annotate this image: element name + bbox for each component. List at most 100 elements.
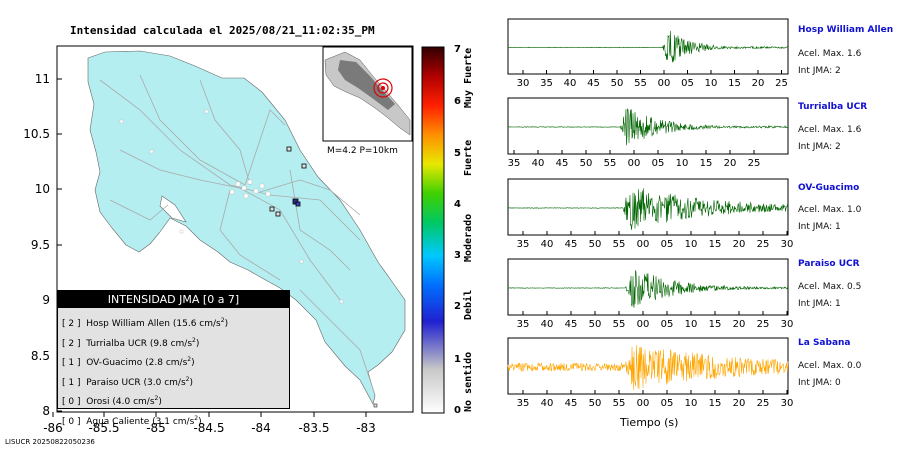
time-tick-label: 40 [541,398,554,409]
legend-row: [ 1 ] Paraiso UCR (3.0 cm/s2) [62,375,193,388]
time-tick-label: 35 [540,78,553,89]
time-tick-label: 45 [565,239,578,250]
intensity-legend: INTENSIDAD JMA [0 a 7] [ 2 ] Hosp Willia… [57,290,290,427]
station-marker [295,201,301,207]
time-tick-label: 35 [517,319,530,330]
time-tick-label: 50 [611,78,624,89]
data-credit: LISUCR 20250822050236 [5,438,95,446]
time-tick-label: 10 [685,239,698,250]
lon-tick-label: -84 [251,421,271,435]
station-marker [292,198,299,205]
time-tick-label: 15 [709,319,722,330]
seismogram-panel: 30 35 40 45 50 55 00 05 10 15 20 25 35 40 45 50 55 00 05 10… [507,18,794,409]
time-tick-label: 55 [634,78,647,89]
station-info: Acel. Max. 1.0 Int JMA: 1 [798,205,862,232]
colorbar-level: 1 [454,354,461,365]
legend-row: [ 2 ] Turrialba UCR (9.8 cm/s2) [62,336,200,349]
seismogram-trace-1: 30 35 40 45 50 55 00 05 10 15 20 25 [507,18,789,89]
time-tick-label: 10 [685,398,698,409]
station-info: Acel. Max. 1.6 Int JMA: 2 [798,125,862,152]
colorbar-level: 3 [454,250,461,261]
time-tick-label: 20 [733,398,746,409]
time-tick-label: 25 [757,319,770,330]
lon-tick-labels: -86 -85.5 -85 -84.5 -84 -83.5 -83 [43,421,376,435]
time-tick-label: 50 [589,398,602,409]
time-tick-label: 30 [781,319,794,330]
time-tick-label: 00 [637,398,650,409]
time-tick-label: 15 [709,239,722,250]
time-tick-label: 35 [517,398,530,409]
time-tick-label: 20 [724,158,737,169]
lat-tick-label: 9.5 [31,238,50,252]
colorbar-level: 0 [454,405,461,416]
time-tick-label: 00 [628,158,641,169]
time-tick-label: 40 [532,158,545,169]
time-tick-label: 45 [587,78,600,89]
colorbar-category: Fuerte [463,139,474,176]
time-tick-label: 25 [775,78,788,89]
time-tick-label: 45 [565,398,578,409]
lat-tick-label: 10 [35,182,50,196]
time-tick-label: 00 [658,78,671,89]
road-network [99,74,376,396]
time-tick-label: 10 [676,158,689,169]
time-tick-label: 40 [541,239,554,250]
time-tick-label: 05 [661,398,674,409]
lat-tick-label: 10.5 [23,127,50,141]
station-marker [286,146,292,152]
time-tick-label: 20 [733,319,746,330]
colorbar-level: 6 [454,96,461,107]
time-tick-label: 05 [661,319,674,330]
time-tick-label: 05 [652,158,665,169]
time-tick-label: 25 [748,158,761,169]
colorbar-category: Muy Fuerte [463,47,474,108]
location-inset: M=4.2 P=10km [322,46,413,156]
lat-tick-label: 9 [42,293,50,307]
station-marker [269,206,275,212]
lon-tick-label: -85.5 [88,421,119,435]
lon-tick-label: -84.5 [193,421,224,435]
station-marker [373,403,378,408]
time-tick-label: 55 [613,239,626,250]
seismogram-trace-4: 35 40 45 50 55 00 05 10 15 20 25 30 [507,258,794,330]
station-marker [301,163,307,169]
time-tick-label: 35 [508,158,521,169]
time-tick-label: 50 [589,239,602,250]
colorbar-level: 2 [454,301,461,312]
waveform [507,345,789,390]
seismogram-trace-5: 35 40 45 50 55 00 05 10 15 20 25 30 [507,337,793,409]
time-tick-label: 00 [637,319,650,330]
time-tick-label: 25 [757,239,770,250]
station-name: La Sabana [798,338,851,348]
time-tick-label: 45 [565,319,578,330]
colorbar-category: No sentido [463,351,474,412]
map-title: Intensidad calculada el 2025/08/21_11:02… [70,24,375,37]
time-tick-label: 30 [781,239,794,250]
lon-tick-label: -86 [43,421,63,435]
station-marker [275,211,281,217]
time-tick-label: 15 [728,78,741,89]
lat-tick-label: 8 [42,404,50,418]
waveform [507,270,789,308]
time-tick-label: 05 [681,78,694,89]
station-info: Acel. Max. 1.6 Int JMA: 2 [798,49,862,76]
legend-row: [ 0 ] Agua Caliente (3.1 cm/s2) [62,414,202,427]
time-tick-label: 10 [705,78,718,89]
lon-tick-label: -83.5 [298,421,329,435]
colorbar-level: 5 [454,148,461,159]
station-name: OV-Guacimo [798,183,860,193]
lon-tick-label: -83 [356,421,376,435]
colorbar-category: Moderado [463,213,474,262]
time-axis-label: Tiempo (s) [620,416,679,429]
waveform [507,188,789,230]
time-tick-label: 55 [613,398,626,409]
colorbar-level: 7 [454,44,461,55]
station-info: Acel. Max. 0.0 Int JMA: 0 [798,361,862,388]
time-tick-label: 50 [580,158,593,169]
waveform [507,108,789,146]
time-tick-label: 45 [556,158,569,169]
time-tick-label: 20 [752,78,765,89]
station-name: Turrialba UCR [798,102,868,112]
legend-row: [ 2 ] Hosp William Allen (15.6 cm/s2) [62,317,229,329]
waveform [507,30,789,63]
